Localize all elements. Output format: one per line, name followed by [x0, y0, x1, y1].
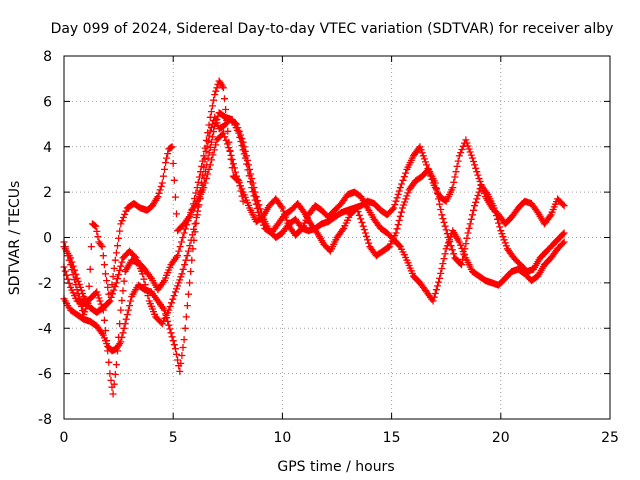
x-tick-label: 0 [60, 430, 69, 446]
x-tick-label: 20 [492, 430, 510, 446]
x-tick-label: 25 [601, 430, 619, 446]
y-tick-label: 2 [43, 185, 52, 201]
x-tick-label: 10 [273, 430, 291, 446]
y-tick-label: -6 [38, 367, 52, 383]
x-axis-label: GPS time / hours [277, 459, 394, 475]
plot-frame [63, 55, 611, 420]
y-axis-label: SDTVAR / TECUs [7, 181, 23, 296]
chart-title: Day 099 of 2024, Sidereal Day-to-day VTE… [51, 21, 614, 37]
x-tick-label: 15 [383, 430, 401, 446]
y-tick-label: 0 [43, 231, 52, 247]
y-tick-label: -2 [38, 276, 52, 292]
y-tick-label: -4 [38, 321, 52, 337]
y-tick-label: 4 [43, 140, 52, 156]
y-tick-label: 6 [43, 94, 52, 110]
y-tick-label: -8 [38, 412, 52, 428]
x-tick-label: 5 [169, 430, 178, 446]
y-tick-label: 8 [43, 49, 52, 65]
